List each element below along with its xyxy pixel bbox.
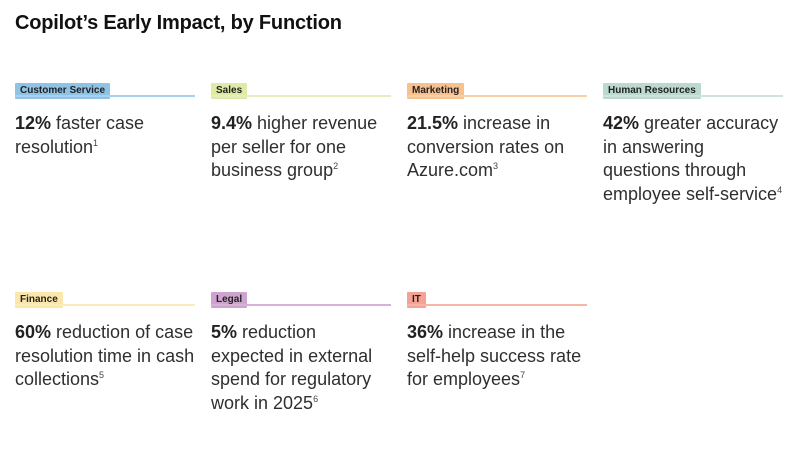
card-finance: Finance 60% reduction of case resolution… — [15, 289, 195, 392]
card-it: IT 36% increase in the self-help success… — [407, 289, 587, 392]
stat-value: 9.4% — [211, 113, 253, 133]
stat-value: 36% — [407, 322, 444, 342]
stat-description: reduction expected in external spend for… — [211, 322, 373, 413]
stat-value: 5% — [211, 322, 238, 342]
tag-underline — [407, 304, 587, 306]
stat-text: 9.4% higher revenue per seller for one b… — [211, 112, 391, 183]
footnote-ref: 2 — [333, 161, 339, 171]
tag-underline — [211, 304, 391, 306]
card-legal: Legal 5% reduction expected in external … — [211, 289, 391, 415]
tag-underline — [407, 95, 587, 97]
stat-description: greater accuracy in answering questions … — [603, 113, 779, 204]
stat-description: increase in conversion rates on Azure.co… — [407, 113, 565, 180]
card-customer-service: Customer Service 12% faster case resolut… — [15, 80, 195, 159]
stat-description: reduction of case resolution time in cas… — [15, 322, 195, 389]
footnote-ref: 4 — [777, 184, 783, 195]
stat-value: 12% — [15, 113, 52, 133]
stat-description: higher revenue per seller for one busine… — [211, 113, 378, 180]
stat-text: 36% increase in the self-help success ra… — [407, 321, 587, 392]
card-sales: Sales 9.4% higher revenue per seller for… — [211, 80, 391, 183]
footnote-ref: 7 — [520, 370, 526, 380]
tag-underline — [211, 95, 391, 97]
stat-value: 42% — [603, 113, 640, 133]
stat-text: 12% faster case resolution1 — [15, 112, 195, 159]
footnote-ref: 5 — [99, 370, 105, 380]
stat-text: 60% reduction of case resolution time in… — [15, 321, 195, 392]
page-title: Copilot’s Early Impact, by Function — [15, 12, 342, 34]
stat-text: 5% reduction expected in external spend … — [211, 321, 391, 415]
stat-value: 21.5% — [407, 113, 459, 133]
tag-underline — [603, 95, 783, 97]
card-marketing: Marketing 21.5% increase in conversion r… — [407, 80, 587, 183]
stat-description: increase in the self-help success rate f… — [407, 322, 582, 389]
tag-underline — [15, 95, 195, 97]
stat-text: 42% greater accuracy in answering questi… — [603, 112, 783, 206]
card-human-resources: Human Resources 42% greater accuracy in … — [603, 80, 783, 206]
footnote-ref: 6 — [313, 393, 319, 404]
footnote-ref: 1 — [93, 137, 99, 148]
tag-underline — [15, 304, 195, 306]
stat-value: 60% — [15, 322, 52, 342]
stat-text: 21.5% increase in conversion rates on Az… — [407, 112, 587, 183]
footnote-ref: 3 — [493, 161, 499, 171]
stat-description: faster case resolution — [15, 113, 145, 157]
